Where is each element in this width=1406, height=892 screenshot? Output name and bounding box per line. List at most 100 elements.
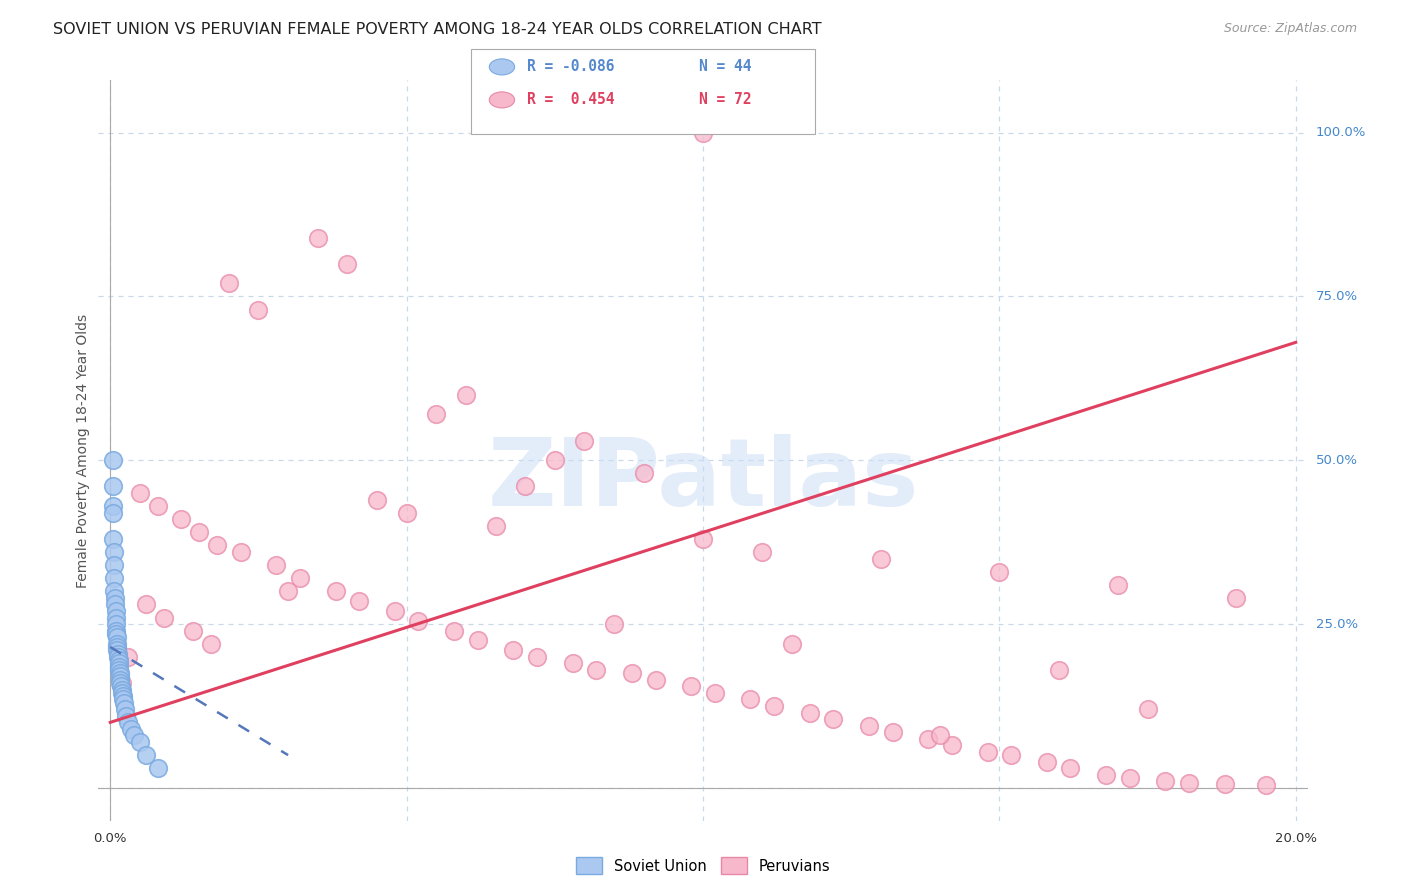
Point — [112, 692, 135, 706]
Point — [917, 731, 939, 746]
Point — [574, 434, 596, 448]
Point — [425, 408, 447, 422]
Point — [103, 584, 125, 599]
Point — [858, 718, 880, 732]
Text: 20.0%: 20.0% — [1275, 831, 1317, 845]
Point — [988, 565, 1011, 579]
Point — [395, 506, 418, 520]
Point — [336, 257, 359, 271]
Point — [1213, 777, 1236, 791]
Point — [107, 647, 129, 661]
Text: 0.0%: 0.0% — [94, 831, 127, 845]
Point — [633, 467, 655, 481]
Point — [105, 624, 128, 638]
Point — [408, 614, 430, 628]
Point — [1095, 768, 1118, 782]
Point — [823, 712, 845, 726]
Point — [146, 499, 169, 513]
Point — [101, 453, 124, 467]
Point — [692, 126, 714, 140]
Point — [107, 657, 129, 671]
Point — [111, 689, 134, 703]
Point — [135, 598, 157, 612]
Point — [544, 453, 567, 467]
Point — [120, 722, 142, 736]
Point — [1047, 663, 1070, 677]
Point — [1000, 748, 1022, 763]
Point — [941, 739, 963, 753]
Point — [107, 649, 129, 664]
Point — [170, 512, 193, 526]
Point — [110, 682, 132, 697]
Point — [277, 584, 299, 599]
Point — [111, 676, 134, 690]
Point — [692, 532, 714, 546]
Point — [108, 666, 131, 681]
Point — [1036, 755, 1059, 769]
Point — [347, 594, 370, 608]
Point — [146, 761, 169, 775]
Point — [103, 571, 125, 585]
Point — [110, 679, 132, 693]
Point — [1154, 774, 1177, 789]
Point — [882, 725, 904, 739]
Point — [105, 643, 128, 657]
Point — [117, 715, 139, 730]
Text: R = -0.086: R = -0.086 — [527, 60, 614, 74]
Point — [869, 551, 891, 566]
Point — [105, 630, 128, 644]
Point — [929, 729, 952, 743]
Point — [763, 698, 786, 713]
Text: N = 44: N = 44 — [699, 60, 751, 74]
Point — [105, 627, 128, 641]
Y-axis label: Female Poverty Among 18-24 Year Olds: Female Poverty Among 18-24 Year Olds — [76, 313, 90, 588]
Point — [105, 640, 128, 654]
Point — [103, 558, 125, 573]
Point — [122, 729, 145, 743]
Point — [484, 518, 506, 533]
Point — [620, 666, 643, 681]
Point — [751, 545, 773, 559]
Point — [976, 745, 998, 759]
Point — [108, 663, 131, 677]
Point — [780, 637, 803, 651]
Point — [454, 388, 477, 402]
Point — [104, 604, 127, 618]
Point — [740, 692, 762, 706]
Point — [1136, 702, 1159, 716]
Text: Source: ZipAtlas.com: Source: ZipAtlas.com — [1223, 22, 1357, 36]
Point — [129, 735, 152, 749]
Point — [229, 545, 252, 559]
Point — [135, 748, 157, 763]
Point — [110, 673, 132, 687]
Point — [443, 624, 465, 638]
Point — [101, 479, 124, 493]
Point — [1178, 775, 1201, 789]
Point — [644, 673, 666, 687]
Point — [103, 532, 125, 546]
Point — [218, 277, 240, 291]
Point — [200, 637, 222, 651]
Point — [152, 610, 174, 624]
Point — [114, 702, 136, 716]
Point — [681, 679, 703, 693]
Point — [105, 617, 128, 632]
Point — [561, 657, 583, 671]
Point — [103, 506, 125, 520]
Point — [188, 525, 211, 540]
Point — [585, 663, 607, 677]
Point — [1119, 771, 1142, 785]
Point — [117, 649, 139, 664]
Point — [110, 676, 132, 690]
Point — [108, 669, 131, 683]
Point — [129, 486, 152, 500]
Text: N = 72: N = 72 — [699, 93, 751, 107]
Text: 75.0%: 75.0% — [1316, 290, 1358, 303]
Point — [502, 643, 524, 657]
Point — [325, 584, 347, 599]
Point — [103, 545, 125, 559]
Point — [799, 706, 821, 720]
Text: 100.0%: 100.0% — [1316, 126, 1367, 139]
Point — [112, 696, 135, 710]
Point — [105, 637, 128, 651]
